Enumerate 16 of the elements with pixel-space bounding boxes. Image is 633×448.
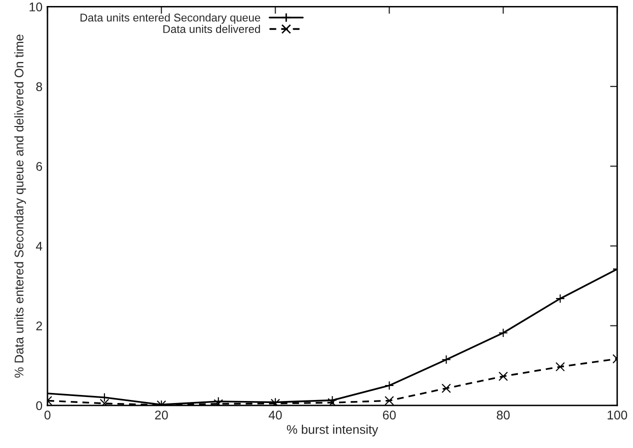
- x-tick-label: 40: [268, 410, 282, 420]
- y-tick-label: 0: [36, 401, 42, 410]
- x-tick-label: 20: [155, 410, 168, 420]
- legend-label: Data units entered Secondary queue: [80, 13, 260, 24]
- y-tick-label: 4: [36, 242, 42, 250]
- x-axis-title: % burst intensity: [286, 424, 378, 436]
- legend-label: Data units delivered: [163, 24, 260, 34]
- x-tick-label: 60: [382, 410, 396, 420]
- x-tick-label: 100: [608, 410, 628, 420]
- y-axis-title: % Data units entered Secondary queue and delivered On time: [14, 34, 26, 378]
- y-tick-label: 2: [36, 321, 42, 330]
- x-tick-label: 0: [44, 410, 50, 420]
- y-tick-label: 10: [30, 2, 42, 12]
- y-tick-label: 8: [36, 82, 42, 92]
- x-tick-label: 80: [496, 410, 510, 420]
- y-tick-label: 6: [36, 162, 42, 171]
